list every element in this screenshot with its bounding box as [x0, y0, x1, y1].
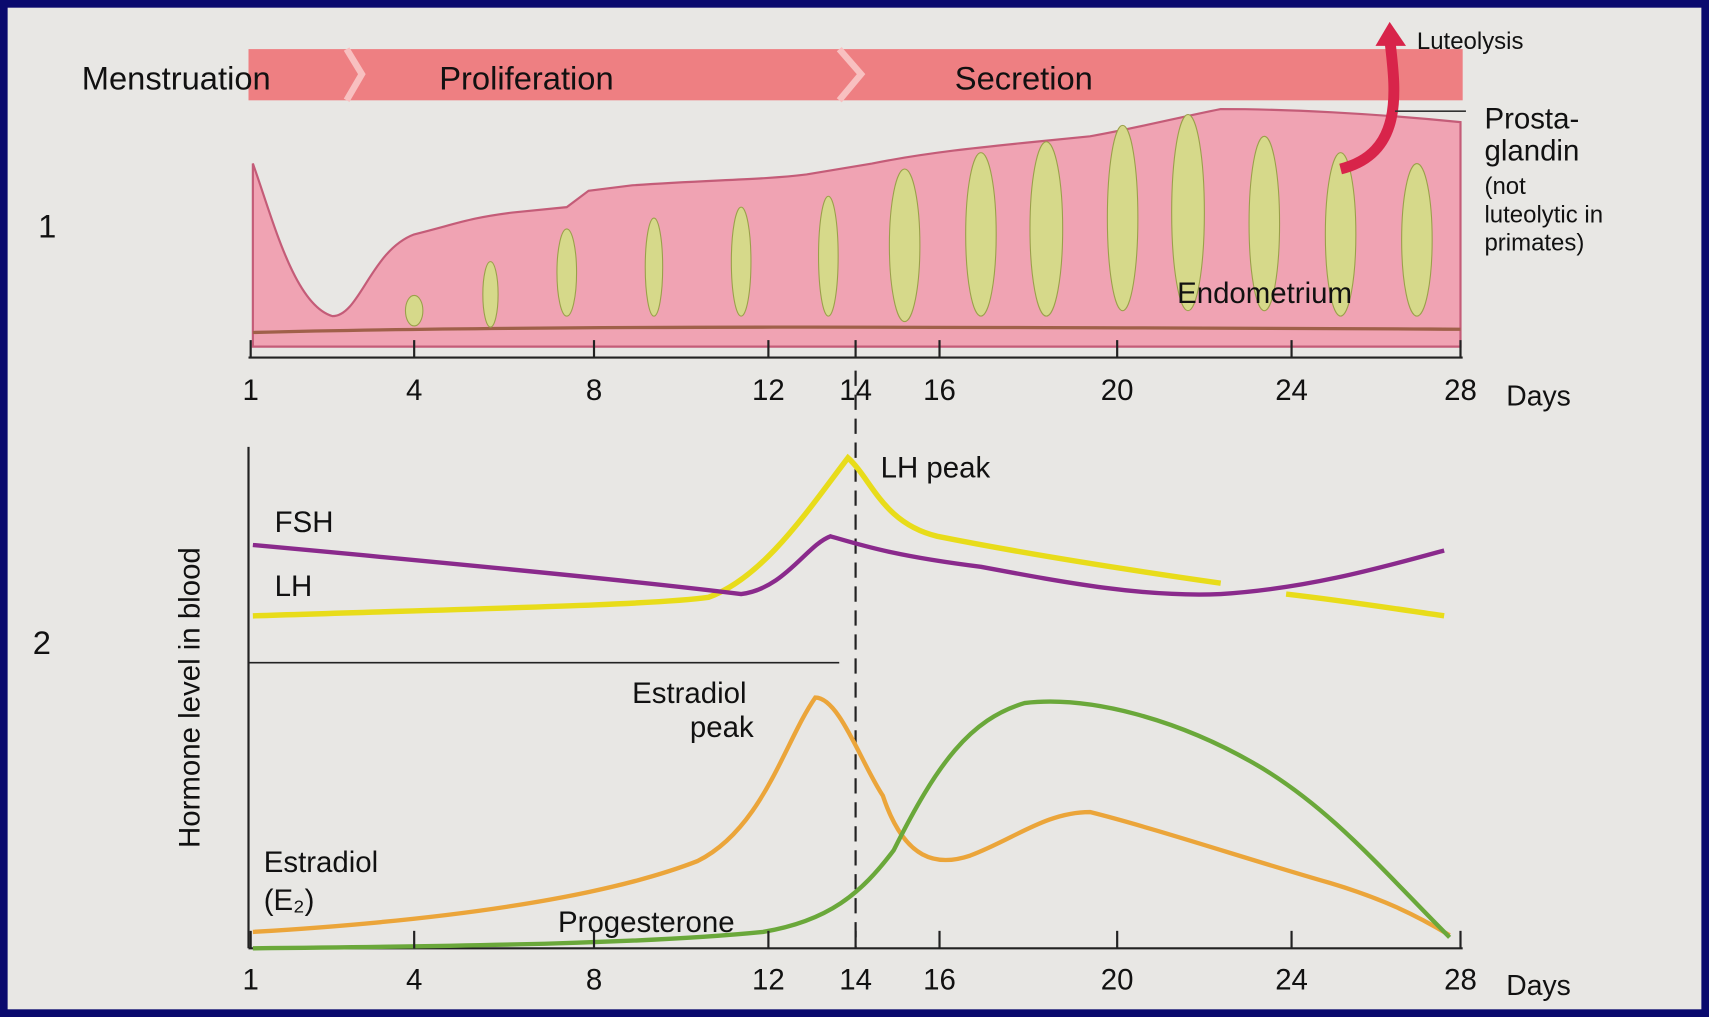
label: LH	[275, 570, 313, 603]
tick-label: 16	[923, 374, 956, 407]
label: (not	[1484, 173, 1526, 200]
tick-label: 28	[1444, 964, 1477, 997]
tick-label: 12	[752, 374, 785, 407]
phase-label: Proliferation	[439, 59, 613, 96]
tick-label: 24	[1275, 374, 1308, 407]
page: Menstruation Proliferation Secretion Lut…	[0, 0, 1709, 1017]
figure: Menstruation Proliferation Secretion Lut…	[0, 0, 1709, 1017]
label: Endometrium	[1177, 277, 1352, 310]
axis-unit: Days	[1506, 970, 1571, 1002]
tick-label: 20	[1101, 964, 1134, 997]
label: primates)	[1484, 230, 1584, 257]
panel-number: 2	[33, 624, 51, 661]
tick-label: 8	[586, 964, 602, 997]
tick-label: 14	[839, 964, 872, 997]
tick-label: 12	[752, 964, 785, 997]
phase-banner	[249, 49, 1463, 100]
label: Progesterone	[558, 906, 735, 939]
label: peak	[690, 711, 754, 744]
tick-label: 14	[839, 374, 872, 407]
axis-unit: Days	[1506, 381, 1571, 413]
label: (E₂)	[264, 884, 315, 917]
label: luteolytic in	[1484, 201, 1603, 228]
tick-label: 24	[1275, 964, 1308, 997]
panel-number: 1	[38, 208, 56, 245]
tick-label: 20	[1101, 374, 1134, 407]
label: glandin	[1484, 134, 1579, 167]
label: LH peak	[881, 451, 991, 484]
label: Estradiol	[632, 677, 746, 710]
tick-label: 1	[243, 964, 259, 997]
label: Luteolysis	[1417, 28, 1524, 55]
label: Estradiol	[264, 846, 378, 879]
phase-label: Menstruation	[82, 59, 271, 96]
label: Prosta-	[1484, 103, 1579, 136]
tick-label: 28	[1444, 374, 1477, 407]
label: FSH	[275, 506, 334, 539]
tick-label: 8	[586, 374, 602, 407]
tick-label: 16	[923, 964, 956, 997]
y-axis-label: Hormone level in blood	[173, 547, 206, 848]
tick-label: 4	[406, 964, 422, 997]
tick-label: 1	[243, 374, 259, 407]
phase-label: Secretion	[955, 59, 1093, 96]
tick-label: 4	[406, 374, 422, 407]
